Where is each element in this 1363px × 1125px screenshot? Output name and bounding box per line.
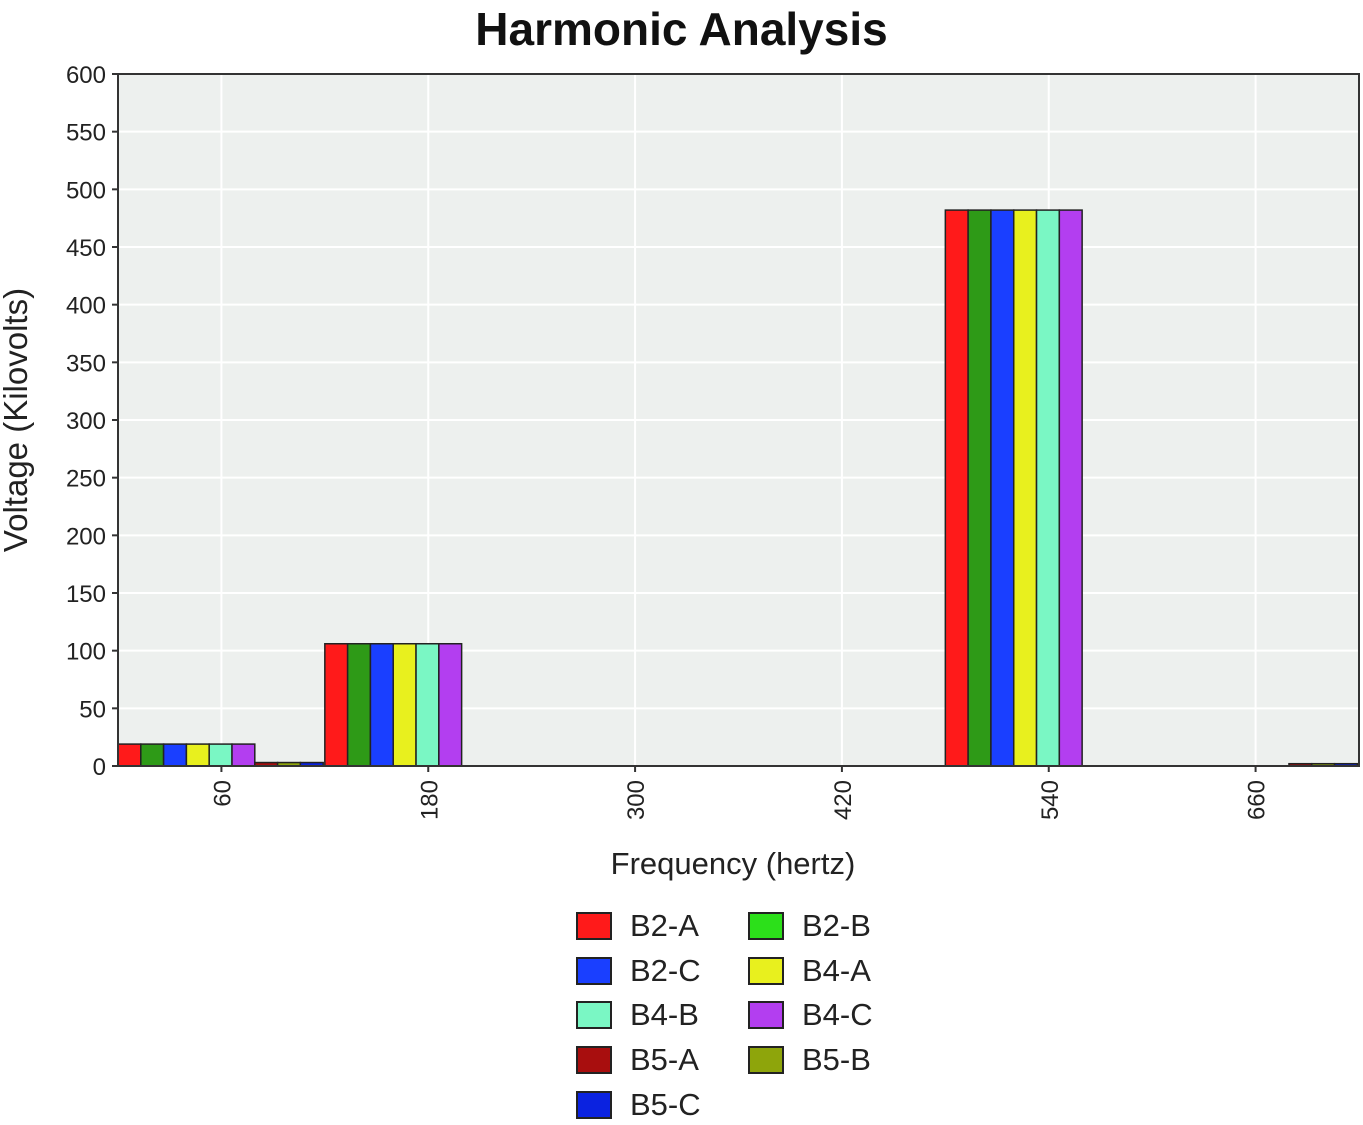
bar-b4-c-180 [438,642,463,767]
y-tick-label: 250 [66,466,106,493]
y-tick-label: 100 [66,639,106,666]
legend-item-b5-b: B5-B [748,1040,918,1080]
legend-item-b5-a: B5-A [576,1040,746,1080]
bar-b2-c-540 [990,209,1015,767]
legend-swatch [748,1001,784,1030]
y-tick-label: 350 [66,350,106,377]
x-tick-label: 540 [1037,780,1064,820]
bar-b2-c-180 [369,642,394,767]
legend-item-b4-a: B4-A [748,951,918,991]
y-tick-label: 600 [66,62,106,89]
y-tick-label: 500 [66,177,106,204]
bar-b4-b-540 [1035,209,1061,767]
bar-b2-a-60 [117,743,142,767]
bar-b2-a-540 [944,209,969,767]
legend-label: B2-A [630,908,699,943]
legend-swatch [576,912,612,940]
legend-swatch [576,956,612,985]
legend-item-b2-c: B2-C [576,951,746,991]
chart-title: Harmonic Analysis [475,3,888,55]
legend-swatch [576,1001,612,1030]
x-tick-label: 180 [416,780,443,820]
bar-b4-a-60 [185,743,210,767]
y-tick-label: 50 [79,696,106,723]
legend-swatch [576,1090,612,1119]
bar-b2-a-180 [324,642,349,767]
y-axis-label: Voltage (Kilovolts) [0,288,34,552]
legend-label: B4-B [630,997,699,1033]
legend-item-b2-a: B2-A [576,906,746,946]
y-tick-label: 450 [66,235,106,262]
x-tick-label: 300 [623,780,650,820]
bar-b4-b-180 [415,642,440,767]
x-tick-label: 60 [209,780,236,807]
legend-label: B2-C [630,952,701,988]
legend-swatch [748,1046,784,1075]
legend-item-b4-b: B4-B [576,995,746,1035]
y-tick-label: 400 [66,293,106,320]
legend-label: B5-B [802,1042,871,1078]
bar-b4-a-540 [1012,209,1038,767]
x-axis-label: Frequency (hertz) [611,846,856,881]
legend-item-b5-c: B5-C [576,1085,746,1125]
legend-label: B4-A [802,952,871,988]
legend: B2-A B2-B B2-C B4-A B4-B B4-C B5-A B5-B B5-C [576,906,906,1122]
x-tick-label: 660 [1244,780,1271,820]
legend-label: B2-B [802,908,871,943]
legend-swatch [576,1046,612,1075]
bar-b4-b-60 [208,743,233,767]
y-tick-label: 550 [66,120,106,147]
legend-swatch [748,912,784,940]
bar-b2-b-60 [140,743,165,767]
legend-item-b4-c: B4-C [748,995,918,1035]
plot-area: 0 50 100 150 200 250 300 350 400 450 500 550 600 60 1… [0,62,1360,881]
y-tick-label: 200 [66,523,106,550]
bar-b4-a-180 [392,642,417,767]
legend-item-b2-b: B2-B [748,906,918,946]
bar-b4-c-60 [231,743,256,767]
y-axis-ticks: 0 50 100 150 200 250 300 350 400 450 500 550 600 [66,62,118,781]
legend-label: B5-A [630,1042,699,1078]
bars [117,209,1359,767]
x-axis-ticks: 60 180 300 420 540 660 [209,766,1271,820]
bar-b2-c-60 [162,743,188,767]
x-tick-label: 420 [830,780,857,820]
bar-b4-c-540 [1058,209,1083,767]
y-tick-label: 300 [66,408,106,435]
y-tick-label: 150 [66,581,106,608]
legend-label: B4-C [802,997,873,1033]
bar-b2-b-540 [967,209,992,767]
legend-swatch [748,956,784,985]
bar-b2-b-180 [346,642,372,767]
legend-label: B5-C [630,1086,701,1122]
y-tick-label: 0 [93,754,106,781]
grid-lines [118,73,1359,767]
